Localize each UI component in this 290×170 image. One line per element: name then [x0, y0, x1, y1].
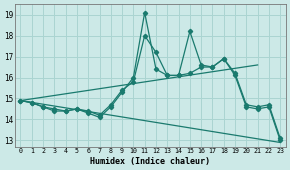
- X-axis label: Humidex (Indice chaleur): Humidex (Indice chaleur): [90, 157, 210, 166]
